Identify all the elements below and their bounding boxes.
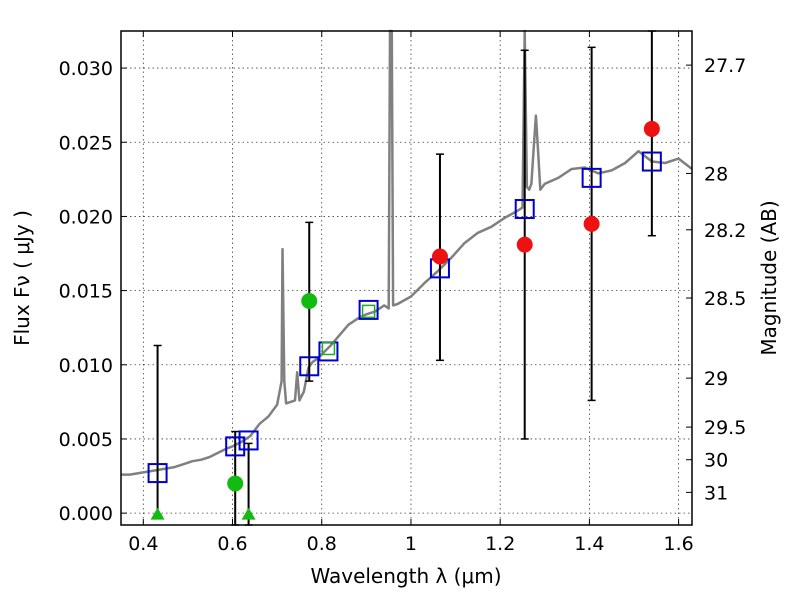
model-box-marker (514, 199, 535, 220)
y2-tick-label: 29 (704, 368, 728, 390)
data-markers (147, 120, 662, 520)
sed-spectrum (121, 29, 693, 476)
model-box-marker (641, 151, 662, 172)
y-tick-label: 0.020 (59, 206, 113, 228)
sed-line (121, 29, 693, 476)
green-point-marker (301, 292, 318, 309)
y-tick-label: 0.000 (59, 503, 113, 525)
y2-axis-ticks: 27.7 28 28.2 28.5 29 29.5 30 31 (686, 55, 746, 504)
x-axis-ticks: 0.4 0.6 0.8 1 1.2 1.4 1.6 (128, 31, 694, 555)
green-triangle-marker (150, 507, 165, 520)
grid (121, 31, 692, 525)
axes-frame (120, 30, 693, 526)
y2-tick-label: 28.2 (704, 220, 746, 242)
x-tick-label: 1.6 (664, 533, 694, 555)
y2-axis-label: Magnitude (AB) (757, 200, 781, 355)
y-tick-label: 0.005 (59, 429, 113, 451)
y2-tick-label: 29.5 (704, 417, 746, 439)
y2-tick-label: 28 (704, 163, 728, 185)
x-tick-label: 1 (405, 533, 417, 555)
y-axis-label: Flux Fν ( μJy ) (10, 210, 34, 346)
model-box-marker (238, 430, 259, 451)
y-tick-label: 0.010 (59, 355, 113, 377)
x-tick-label: 0.6 (217, 533, 247, 555)
red-point-marker (583, 215, 600, 232)
red-point-marker (516, 236, 533, 253)
y-tick-label: 0.030 (59, 58, 113, 80)
model-box-marker (225, 436, 246, 457)
model-box-green-marker (321, 341, 336, 356)
plot-frame (120, 30, 693, 526)
x-tick-label: 1.2 (485, 533, 515, 555)
red-point-marker (431, 248, 448, 265)
y2-tick-label: 31 (704, 482, 728, 504)
model-box-marker (358, 299, 379, 320)
x-tick-label: 0.8 (307, 533, 337, 555)
red-point-marker (643, 120, 660, 137)
x-tick-label: 1.4 (574, 533, 604, 555)
x-tick-label: 0.4 (128, 533, 158, 555)
y-tick-label: 0.015 (59, 281, 113, 303)
model-box-marker (299, 356, 320, 377)
y2-tick-label: 28.5 (704, 288, 746, 310)
x-axis-label: Wavelength λ (μm) (310, 564, 501, 588)
model-box-green-marker (361, 304, 376, 319)
green-point-marker (227, 475, 244, 492)
model-box-marker (147, 463, 168, 484)
y2-tick-label: 30 (704, 450, 728, 472)
model-box-marker (581, 167, 602, 188)
y2-tick-label: 27.7 (704, 55, 746, 77)
error-bars (153, 30, 656, 526)
green-triangle-marker (241, 507, 256, 520)
y-axis-ticks: 0.000 0.005 0.010 0.015 0.020 0.025 0.030 (59, 58, 127, 525)
y-tick-label: 0.025 (59, 132, 113, 154)
